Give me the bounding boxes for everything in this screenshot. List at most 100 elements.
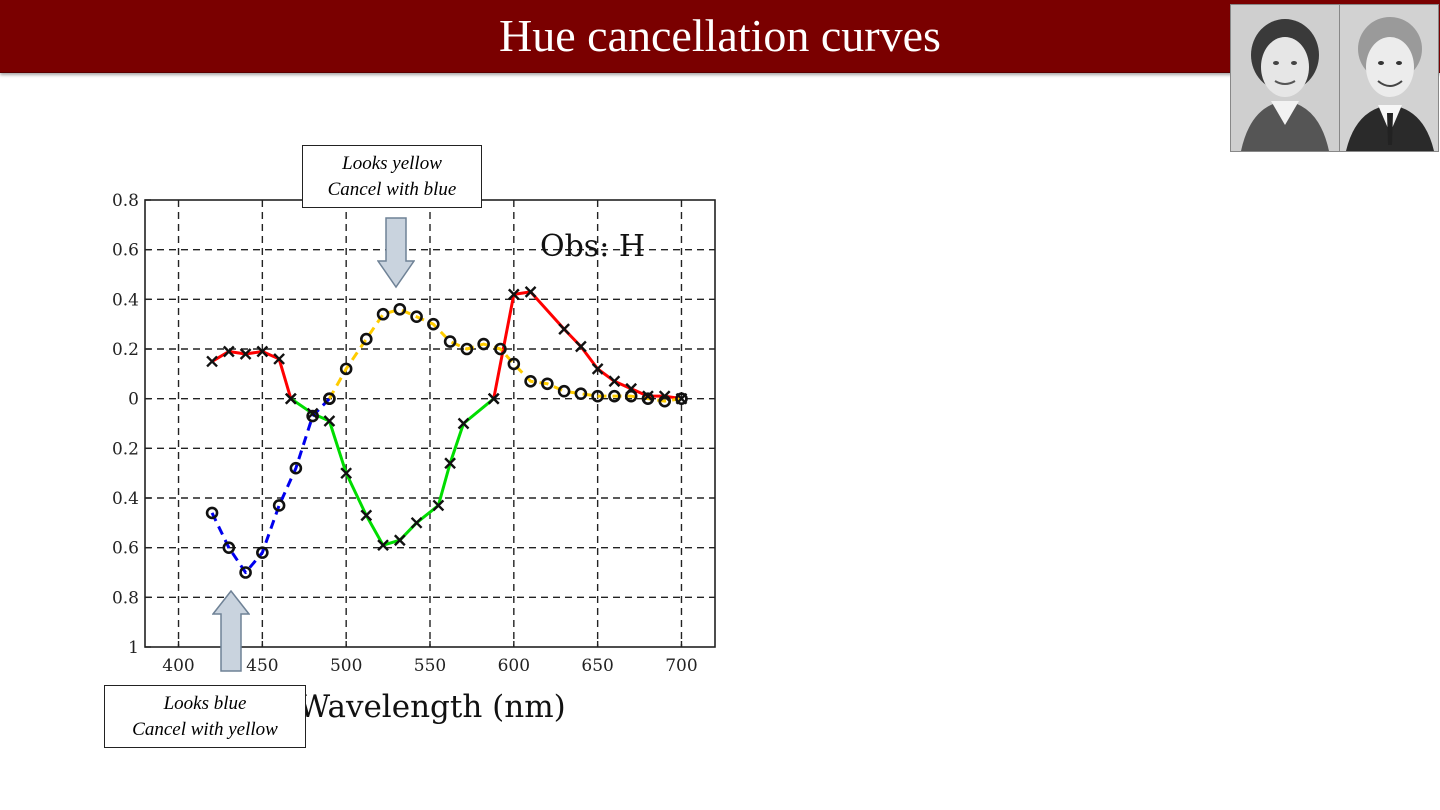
marker-stroke (393, 534, 406, 547)
data-point-x (377, 539, 389, 552)
marker-stroke (306, 407, 319, 420)
data-point-o (410, 310, 423, 324)
data-point-o (624, 389, 638, 403)
data-point-x (393, 534, 406, 547)
data-point-x (410, 516, 423, 529)
data-point-x (206, 355, 218, 368)
marker-stroke (507, 288, 520, 301)
x-tick-label: 600 (498, 656, 530, 676)
title-bar (0, 0, 1440, 73)
data-point-o (557, 384, 571, 398)
y-tick-label: 1 (128, 638, 139, 658)
data-point-o (359, 332, 373, 346)
data-point-x (239, 348, 252, 360)
marker-stroke (273, 353, 285, 365)
data-point-o (641, 392, 655, 405)
data-point-o (239, 566, 252, 579)
x-tick-label: 550 (414, 656, 446, 676)
marker-stroke (360, 509, 373, 522)
y-tick-label: 0.6 (112, 539, 139, 559)
chart-grid (145, 200, 715, 647)
marker-stroke (457, 417, 470, 430)
marker-stroke (323, 415, 336, 427)
data-point-x (222, 345, 235, 358)
marker-stroke (444, 457, 456, 470)
data-point-o (339, 362, 353, 376)
series-line (210, 397, 331, 574)
y-tick-label: 0.8 (112, 588, 139, 608)
y-tick-label: 0.4 (112, 489, 139, 509)
data-point-o (289, 461, 303, 475)
data-point-x (524, 286, 537, 298)
data-point-x (642, 390, 654, 403)
callout-blue-line1: Looks blue (163, 693, 247, 714)
marker-stroke (206, 355, 218, 368)
data-point-o (574, 387, 588, 400)
data-point-o (205, 506, 219, 520)
woman-portrait-photo (1230, 4, 1340, 152)
data-point-x (558, 323, 570, 335)
data-point-x (285, 392, 297, 405)
slide-title: Hue cancellation curves (499, 10, 941, 61)
data-point-o (524, 374, 537, 388)
x-axis-label: Wavelength (nm) (298, 689, 565, 725)
data-point-o (443, 335, 457, 348)
callout-looks-blue: Looks blue Cancel with yellow (104, 685, 306, 748)
marker-stroke (524, 286, 537, 298)
callout-looks-yellow: Looks yellow Cancel with blue (302, 145, 482, 208)
data-point-x (487, 392, 500, 405)
data-point-x (340, 467, 353, 480)
x-tick-label: 700 (665, 656, 697, 676)
marker-stroke (642, 390, 654, 403)
callout-yellow-line2: Cancel with blue (327, 179, 457, 200)
marker-stroke (591, 363, 604, 375)
data-point-x (273, 353, 285, 365)
data-point-o (222, 541, 236, 554)
marker-stroke (239, 348, 252, 360)
hue-cancellation-chart: 400 450 500 550 600 650 700 0.8 0.6 0.4 0.2 0 0.2 0.4… (112, 191, 716, 725)
data-point-o (376, 307, 390, 321)
series-line (328, 307, 682, 403)
data-point-x (608, 375, 621, 388)
x-tick-label: 450 (246, 656, 278, 676)
data-point-o (393, 302, 407, 316)
marker-stroke (256, 345, 269, 358)
marker-stroke (608, 375, 621, 388)
data-point-x (306, 407, 319, 420)
data-point-x (507, 288, 520, 301)
down-arrow-icon (377, 217, 415, 289)
callout-blue-line2: Cancel with yellow (132, 719, 278, 740)
callout-yellow-line1: Looks yellow (342, 153, 442, 174)
data-point-o (608, 389, 621, 403)
x-tick-label: 500 (330, 656, 362, 676)
data-point-o (306, 409, 319, 423)
y-tick-label: 0 (128, 390, 139, 410)
data-point-x (323, 415, 336, 427)
data-point-o (427, 317, 440, 331)
x-tick-label: 400 (162, 656, 194, 676)
marker-stroke (487, 392, 500, 405)
chart-series (205, 286, 688, 579)
marker-stroke (558, 323, 570, 335)
data-point-x (591, 363, 604, 375)
up-arrow-icon (212, 590, 250, 672)
y-tick-label: 0.2 (112, 439, 139, 459)
data-point-o (272, 499, 286, 512)
y-tick-label: 0.4 (112, 290, 139, 310)
chart-annotation: Obs: H (540, 229, 645, 264)
data-point-o (675, 392, 688, 405)
marker-stroke (340, 467, 353, 480)
marker-stroke (432, 499, 445, 512)
data-point-o (477, 337, 490, 351)
data-point-o (323, 392, 336, 405)
data-point-o (658, 394, 672, 408)
y-tick-label: 0.2 (112, 340, 139, 360)
y-tick-label: 0.6 (112, 241, 139, 261)
data-point-o (460, 342, 474, 356)
chart-tick-labels: 400 450 500 550 600 650 700 0.8 0.6 0.4 0.2 0 0.2 0.4… (112, 191, 698, 676)
series-line (290, 397, 495, 547)
marker-stroke (377, 539, 389, 552)
x-tick-label: 650 (581, 656, 613, 676)
data-point-x (575, 340, 587, 353)
data-point-o (541, 377, 554, 391)
